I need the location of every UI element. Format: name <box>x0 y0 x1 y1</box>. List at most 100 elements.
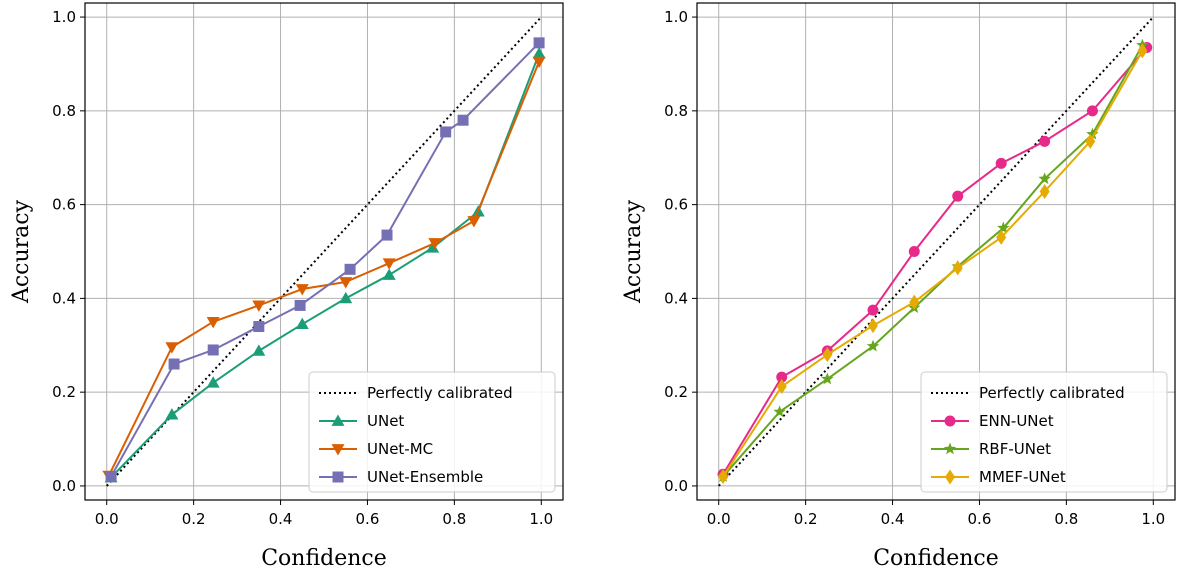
data-point <box>532 47 546 59</box>
data-point <box>773 405 786 418</box>
x-tick-label: 0.4 <box>269 510 293 528</box>
series-line <box>110 53 541 479</box>
data-point <box>1085 133 1096 149</box>
legend-label: RBF-UNet <box>979 440 1051 458</box>
x-tick-label: 0.0 <box>95 510 119 528</box>
data-point <box>382 268 396 280</box>
data-point <box>1039 135 1051 147</box>
data-point <box>457 114 469 126</box>
series-line <box>108 61 541 477</box>
data-point <box>206 316 220 329</box>
data-point <box>822 347 833 363</box>
legend: Perfectly calibrated UNet UNet-MC UNet-Ense… <box>308 371 556 493</box>
y-tick-label: 0.8 <box>52 102 76 120</box>
x-tick-label: 0.2 <box>182 510 206 528</box>
data-point <box>1038 172 1051 185</box>
series-line <box>110 42 540 478</box>
legend-label: MMEF-UNet <box>979 468 1066 486</box>
series-line <box>722 46 1148 475</box>
data-point <box>908 246 920 257</box>
data-point <box>339 291 353 304</box>
perfectly-calibrated-line <box>717 16 1155 487</box>
data-point <box>428 238 442 250</box>
y-tick-label: 0.0 <box>52 477 76 495</box>
x-tick-label: 0.8 <box>442 510 466 528</box>
x-tick-label: 0.6 <box>968 510 992 528</box>
data-point <box>207 344 219 356</box>
data-point <box>952 260 963 276</box>
data-point <box>426 241 440 253</box>
series-line <box>722 44 1144 478</box>
legend-marker <box>332 471 344 483</box>
legend-box <box>920 371 1168 493</box>
x-tick-label: 0.2 <box>794 510 818 528</box>
calibration-panel-2: 0.0 0.2 0.4 0.6 0.8 1.0 0.0 0.2 0.4 0.6 0.8 1.0 Conf… <box>621 2 1176 571</box>
series-mmef-unet <box>718 43 1148 485</box>
data-point <box>440 126 452 138</box>
y-axis-label: Accuracy <box>621 199 646 304</box>
data-point <box>252 344 266 356</box>
data-point <box>776 371 788 383</box>
data-point <box>821 372 834 385</box>
legend-label: UNet-Ensemble <box>367 468 483 486</box>
legend-label: ENN-UNet <box>979 412 1054 430</box>
y-tick-label: 0.8 <box>664 102 688 120</box>
legend-marker <box>945 469 955 485</box>
data-point <box>206 376 220 388</box>
data-point <box>995 157 1007 169</box>
data-point <box>866 339 880 352</box>
data-point <box>867 304 879 316</box>
legend-marker <box>944 415 956 427</box>
x-tick-label: 1.0 <box>1141 510 1165 528</box>
y-tick-label: 0.6 <box>664 196 688 214</box>
data-point <box>105 471 117 483</box>
data-point <box>909 294 920 310</box>
y-tick-label: 0.2 <box>52 383 76 401</box>
series-unet-mc <box>102 56 546 483</box>
data-point <box>344 263 356 275</box>
x-axis-label: Confidence <box>873 546 999 571</box>
data-point <box>1039 183 1050 199</box>
legend: Perfectly calibrated ENN-UNet RBF-UNet MMEF… <box>920 371 1168 493</box>
series-line <box>722 50 1144 478</box>
y-tick-label: 1.0 <box>52 8 76 26</box>
data-point <box>1086 127 1099 140</box>
data-point <box>467 216 481 228</box>
data-point <box>997 221 1010 234</box>
x-tick-label: 0.6 <box>356 510 380 528</box>
legend-marker <box>331 414 345 426</box>
data-point <box>252 300 266 312</box>
y-axis-label: Accuracy <box>9 199 34 304</box>
x-axis-label: Confidence <box>261 546 387 571</box>
y-tick-label: 0.2 <box>664 383 688 401</box>
data-point <box>165 342 179 354</box>
legend-label: UNet <box>367 412 404 430</box>
data-point <box>533 37 545 49</box>
data-point <box>1086 105 1098 117</box>
data-point <box>382 258 396 270</box>
data-point <box>952 190 964 202</box>
data-point <box>253 321 265 333</box>
legend-label: Perfectly calibrated <box>367 384 513 402</box>
legend-label: Perfectly calibrated <box>979 384 1125 402</box>
data-point <box>1137 43 1148 59</box>
x-tick-label: 0.8 <box>1054 510 1078 528</box>
legend-marker <box>331 444 345 456</box>
data-point <box>295 284 309 296</box>
perfectly-calibrated-line <box>105 16 543 487</box>
y-tick-label: 0.6 <box>52 196 76 214</box>
data-point <box>295 317 309 330</box>
series-unet-ensemble <box>105 37 545 483</box>
data-point <box>776 379 787 395</box>
x-tick-label: 0.0 <box>707 510 731 528</box>
data-point <box>339 277 353 289</box>
y-tick-label: 0.4 <box>664 289 688 307</box>
axes-frame <box>84 2 564 501</box>
data-point <box>168 358 180 370</box>
legend-marker <box>943 442 957 455</box>
data-point <box>294 299 306 311</box>
data-point <box>165 408 179 420</box>
legend-box <box>308 371 556 493</box>
x-tick-label: 0.4 <box>881 510 905 528</box>
data-point <box>381 229 393 241</box>
